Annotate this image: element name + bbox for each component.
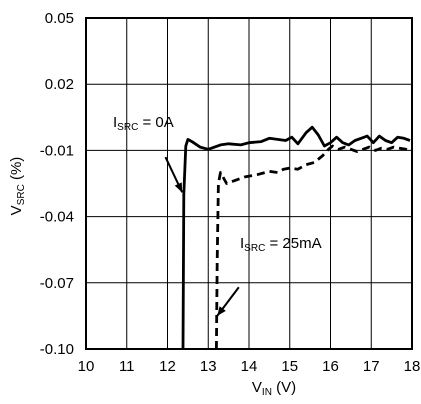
- x-axis-label: VIN (V): [252, 379, 296, 398]
- y-tick-label: -0.07: [40, 275, 74, 292]
- annotations: ISRC = 0A ISRC = 25mA: [113, 114, 322, 317]
- annotation-arrowhead: [174, 182, 183, 193]
- y-tick-label: 0.02: [45, 76, 74, 93]
- annotation-label: ISRC = 0A: [113, 114, 174, 133]
- annotation-label: ISRC = 25mA: [240, 235, 322, 254]
- x-tick-label: 12: [159, 358, 176, 375]
- tick-labels: 10 11 12 13 14 15 16 17 18 0.05 0.02 -0.01 -0.04 -0.0…: [40, 10, 421, 375]
- x-tick-label: 16: [322, 358, 339, 375]
- y-tick-label: -0.10: [40, 341, 74, 358]
- grid: [85, 17, 413, 350]
- annotation-arrowhead: [217, 306, 226, 316]
- x-tick-label: 10: [78, 358, 95, 375]
- x-tick-label: 17: [363, 358, 380, 375]
- x-tick-label: 15: [281, 358, 298, 375]
- series-line-2: [215, 144, 411, 350]
- y-axis-label: VSRC (%): [8, 157, 27, 216]
- y-tick-label: -0.01: [40, 142, 74, 159]
- series-line-1: [181, 125, 411, 350]
- x-tick-label: 11: [119, 358, 135, 375]
- x-tick-label: 13: [200, 358, 217, 375]
- y-tick-label: -0.04: [40, 209, 74, 226]
- x-tick-label: 14: [241, 358, 258, 375]
- plot-frame: [85, 17, 413, 350]
- series-layer: [181, 125, 411, 350]
- y-tick-label: 0.05: [45, 10, 74, 27]
- x-tick-label: 18: [404, 358, 421, 375]
